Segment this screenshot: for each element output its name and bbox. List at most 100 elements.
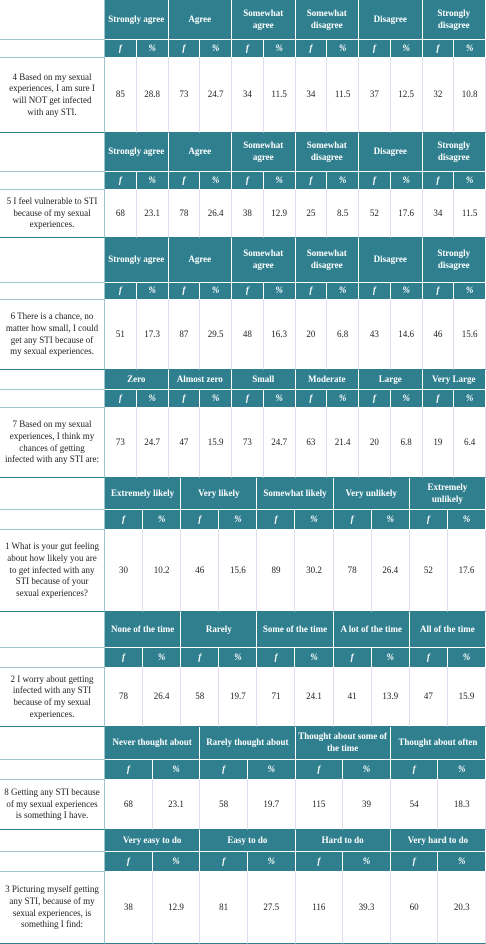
- frequency-value: 60: [390, 872, 439, 944]
- option-header: Large: [359, 370, 423, 390]
- frequency-label: f: [105, 172, 137, 190]
- frequency-value: 89: [257, 530, 296, 612]
- percent-label: %: [371, 510, 410, 530]
- frequency-value: 68: [105, 780, 153, 830]
- percent-value: 12.9: [263, 190, 296, 238]
- question-section: Strongly agree Agree Somewhat agree Somewha…: [0, 238, 486, 370]
- frequency-label: f: [200, 760, 248, 780]
- question-text: 1 What is your gut feeling about how lik…: [0, 530, 105, 612]
- frequency-label: f: [105, 40, 137, 58]
- percent-value: 10.8: [454, 58, 486, 133]
- percent-label: %: [263, 390, 296, 408]
- question-text: 8 Getting any STI because of my sexual e…: [0, 780, 105, 830]
- frequency-value: 73: [232, 408, 264, 478]
- percent-value: 26.4: [143, 668, 182, 727]
- frequency-label: f: [359, 40, 391, 58]
- question-text: 5 I feel vulnerable to STI because of my…: [0, 190, 105, 238]
- percent-value: 13.9: [371, 668, 410, 727]
- percent-value: 27.5: [247, 872, 296, 944]
- percent-value: 10.2: [143, 530, 182, 612]
- frequency-value: 43: [359, 300, 391, 370]
- percent-value: 23.1: [152, 780, 201, 830]
- question-section: Extremely likely Very likely Somewhat like…: [0, 478, 486, 612]
- percent-value: 18.3: [438, 780, 486, 830]
- frequency-value: 115: [295, 780, 344, 830]
- option-header: Strongly disagree: [422, 133, 486, 172]
- frequency-label: f: [359, 172, 391, 190]
- percent-label: %: [295, 510, 334, 530]
- percent-label: %: [143, 510, 182, 530]
- percent-label: %: [263, 172, 296, 190]
- subheader-blank: [0, 390, 105, 408]
- header-blank: [0, 133, 105, 172]
- option-header: Strongly agree: [105, 0, 169, 40]
- percent-value: 6.8: [390, 408, 423, 478]
- percent-label: %: [390, 172, 423, 190]
- percent-value: 15.6: [454, 300, 486, 370]
- option-header: Rarely: [181, 612, 258, 648]
- percent-value: 19.7: [219, 668, 258, 727]
- percent-value: 20.3: [438, 872, 486, 944]
- percent-label: %: [219, 648, 258, 668]
- option-header: Disagree: [359, 238, 423, 283]
- frequency-label: f: [359, 390, 391, 408]
- frequency-value: 20: [295, 300, 328, 370]
- option-header: Small: [232, 370, 296, 390]
- frequency-value: 38: [232, 190, 264, 238]
- option-header: Agree: [168, 0, 232, 40]
- percent-value: 23.1: [136, 190, 169, 238]
- percent-value: 6.4: [454, 408, 486, 478]
- header-blank: [0, 238, 105, 283]
- frequency-label: f: [409, 648, 448, 668]
- percent-label: %: [200, 172, 232, 190]
- frequency-value: 46: [422, 300, 455, 370]
- percent-value: 17.6: [447, 530, 486, 612]
- frequency-label: f: [181, 510, 220, 530]
- frequency-label: f: [333, 510, 372, 530]
- percent-value: 12.9: [152, 872, 201, 944]
- frequency-label: f: [333, 648, 372, 668]
- header-blank: [0, 0, 105, 40]
- frequency-value: 19: [422, 408, 455, 478]
- option-header: Easy to do: [200, 830, 296, 852]
- frequency-label: f: [105, 390, 137, 408]
- frequency-value: 20: [359, 408, 391, 478]
- option-header: Somewhat agree: [232, 238, 296, 283]
- frequency-label: f: [422, 172, 455, 190]
- percent-value: 17.3: [136, 300, 169, 370]
- percent-value: 39.3: [343, 872, 391, 944]
- frequency-label: f: [409, 510, 448, 530]
- subheader-blank: [0, 760, 105, 780]
- percent-value: 8.5: [327, 190, 359, 238]
- percent-label: %: [136, 172, 169, 190]
- frequency-label: f: [295, 760, 344, 780]
- percent-label: %: [447, 648, 486, 668]
- frequency-value: 52: [409, 530, 448, 612]
- frequency-label: f: [422, 390, 455, 408]
- percent-value: 12.5: [390, 58, 423, 133]
- option-header: Disagree: [359, 133, 423, 172]
- frequency-value: 34: [295, 58, 328, 133]
- option-header: Strongly agree: [105, 238, 169, 283]
- percent-value: 11.5: [327, 58, 359, 133]
- frequency-label: f: [390, 852, 439, 872]
- percent-label: %: [152, 852, 201, 872]
- subheader-blank: [0, 510, 105, 530]
- percent-label: %: [327, 172, 359, 190]
- percent-value: 19.7: [247, 780, 296, 830]
- subheader-blank: [0, 648, 105, 668]
- percent-value: 24.1: [295, 668, 334, 727]
- frequency-label: f: [257, 648, 296, 668]
- option-header: Thought about often: [390, 727, 486, 760]
- question-section: Very easy to do Easy to do Hard to do Very …: [0, 830, 486, 944]
- frequency-value: 34: [422, 190, 455, 238]
- option-header: Very hard to do: [390, 830, 486, 852]
- option-header: Agree: [168, 238, 232, 283]
- percent-value: 24.7: [136, 408, 169, 478]
- percent-label: %: [200, 40, 232, 58]
- frequency-value: 58: [181, 668, 220, 727]
- frequency-value: 47: [409, 668, 448, 727]
- option-header: Strongly agree: [105, 133, 169, 172]
- percent-label: %: [263, 40, 296, 58]
- subheader-blank: [0, 172, 105, 190]
